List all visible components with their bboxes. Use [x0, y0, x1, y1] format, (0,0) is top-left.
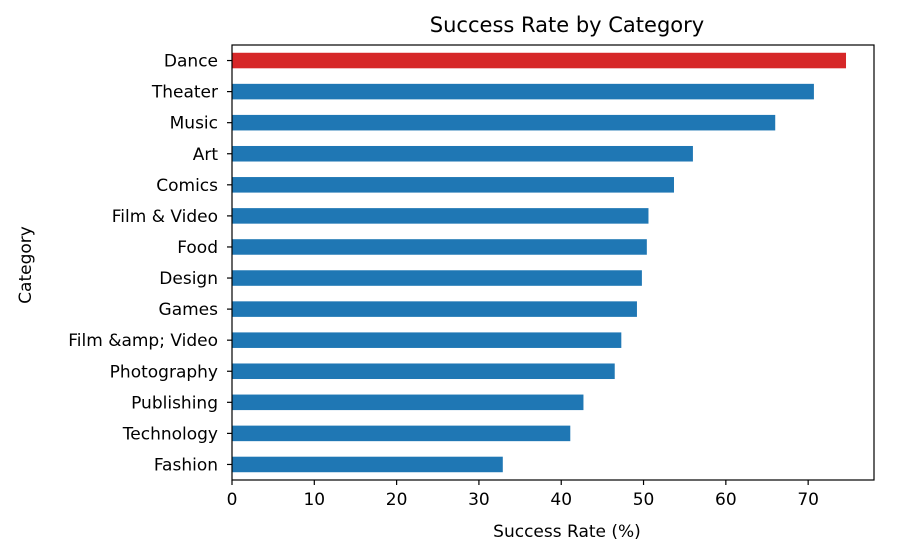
y-axis-ticks: Dance Theater Music Art Comics Film & Video Fo…: [68, 52, 232, 475]
y-tick-label: Film & Video: [112, 207, 218, 227]
y-tick-label: Dance: [164, 52, 218, 72]
bar-photography: [232, 363, 615, 380]
y-axis-label: Category: [16, 226, 36, 304]
bar-technology: [232, 425, 571, 442]
bar-food: [232, 239, 647, 255]
x-tick-label: 10: [303, 490, 325, 510]
y-tick-label: Art: [193, 145, 219, 165]
bar-design: [232, 270, 642, 286]
bar-film-amp-video: [232, 332, 622, 348]
y-tick-label: Food: [177, 238, 218, 258]
y-tick-label: Technology: [122, 424, 218, 444]
x-tick-label: 50: [633, 490, 655, 510]
bar-fashion: [232, 456, 503, 473]
plot-frame: [231, 44, 875, 481]
x-tick-label: 60: [715, 490, 737, 510]
bar-music: [232, 114, 776, 131]
y-tick-label: Comics: [156, 176, 218, 196]
x-axis-label: Success Rate (%): [493, 522, 641, 542]
y-tick-label: Publishing: [131, 393, 218, 413]
y-tick-label: Photography: [110, 362, 218, 382]
bar-art: [232, 145, 693, 162]
x-tick-label: 30: [468, 490, 490, 510]
bars-group: [232, 52, 847, 473]
x-tick-label: 70: [797, 490, 819, 510]
y-tick-label: Games: [159, 300, 219, 320]
bar-theater: [232, 83, 814, 100]
x-tick-label: 40: [550, 490, 572, 510]
y-tick-label: Theater: [151, 83, 218, 103]
y-tick-label: Design: [159, 269, 218, 289]
y-tick-label: Film &amp; Video: [68, 331, 218, 351]
x-tick-label: 20: [386, 490, 408, 510]
chart-title: Success Rate by Category: [430, 13, 704, 37]
y-tick-label: Fashion: [154, 455, 218, 475]
bar-dance: [232, 52, 847, 69]
x-tick-label: 0: [227, 490, 238, 510]
y-tick-label: Music: [170, 114, 218, 134]
bar-publishing: [232, 394, 584, 411]
bar-comics: [232, 177, 674, 193]
bar-games: [232, 301, 637, 317]
x-axis-ticks: 0 10 20 30 40 50 60 70: [227, 480, 819, 510]
bar-film-video: [232, 208, 649, 224]
